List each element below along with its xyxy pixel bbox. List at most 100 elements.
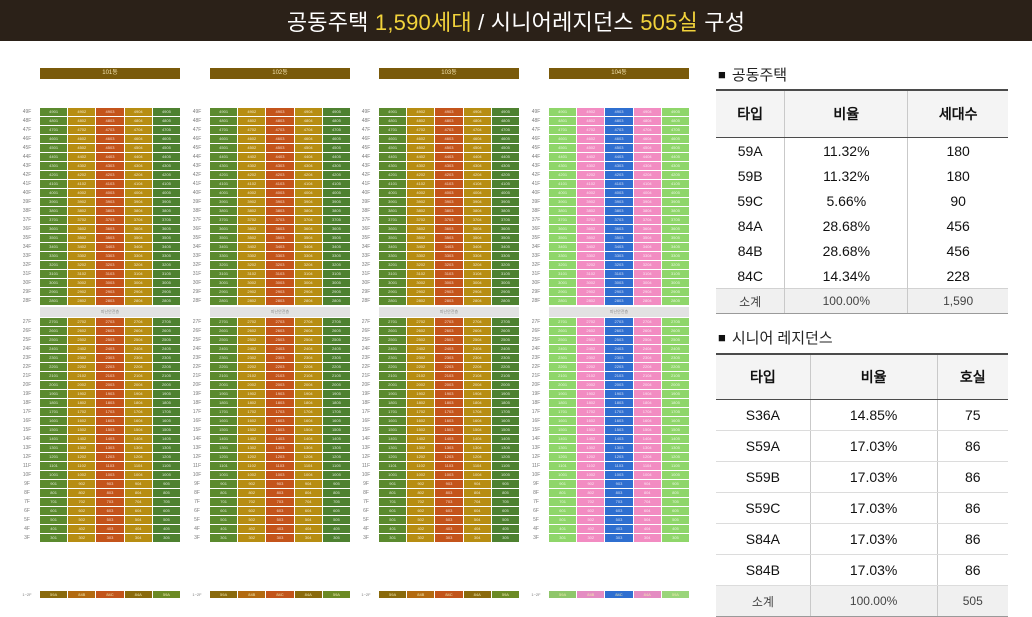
- floor-label: 16F: [22, 418, 32, 424]
- unit-cell: 2002: [407, 381, 435, 389]
- floor-unit-row: 501 502 503 504 505: [549, 516, 690, 524]
- floor-unit-row: 1401 1402 1403 1404 1405: [379, 435, 520, 443]
- unit-cell: 2502: [577, 336, 605, 344]
- unit-cell: 2305: [491, 354, 520, 362]
- unit-cell: 505: [152, 516, 181, 524]
- unit-cell: 4601: [210, 135, 238, 143]
- unit-cell: 2405: [322, 345, 351, 353]
- unit-cell: 804: [633, 489, 661, 497]
- unit-cell: 2905: [661, 288, 690, 296]
- unit-cell: 1104: [294, 462, 322, 470]
- senior-table: 타입 비율 호실 S36A 14.85% 75 S59A 17.03% 86 S59B 1…: [716, 353, 1008, 617]
- unit-cell: 4804: [124, 117, 152, 125]
- floor-unit-row: 4901 4902 4903 4904 4905: [549, 108, 690, 116]
- unit-cell: 2602: [68, 327, 96, 335]
- floor-unit-row: 3801 3802 3803 3804 3805: [40, 207, 181, 215]
- unit-cell: 3205: [661, 261, 690, 269]
- floor-label: 22F: [361, 364, 371, 370]
- unit-cell: 401: [210, 525, 238, 533]
- unit-cell: 1802: [577, 399, 605, 407]
- floor-label: 16F: [361, 418, 371, 424]
- unit-cell: 3002: [238, 279, 266, 287]
- unit-cell: 1802: [407, 399, 435, 407]
- unit-cell: 4803: [266, 117, 294, 125]
- refuge-floor-band: 피난안전층: [379, 307, 519, 317]
- unit-cell: 4702: [577, 126, 605, 134]
- unit-cell: 1505: [661, 426, 690, 434]
- unit-cell: 903: [435, 480, 463, 488]
- unit-cell: 3802: [407, 207, 435, 215]
- unit-cell: 2802: [407, 297, 435, 305]
- unit-cell: 3001: [549, 279, 577, 287]
- unit-cell: 1101: [210, 462, 238, 470]
- unit-cell: 3905: [491, 198, 520, 206]
- table-row: S59B 17.03% 86: [716, 461, 1008, 493]
- floor-label: 29F: [22, 289, 32, 295]
- floor-label: 47F: [531, 127, 541, 133]
- unit-cell: 3901: [210, 198, 238, 206]
- ratio-cell: 28.68%: [784, 213, 909, 238]
- unit-cell: 2105: [322, 372, 351, 380]
- floor-label: 27F: [361, 319, 371, 325]
- unit-cell: 3001: [40, 279, 68, 287]
- floor-unit-row: 3301 3302 3303 3304 3305: [379, 252, 520, 260]
- unit-cell: 801: [549, 489, 577, 497]
- floor-unit-row: 701 702 703 704 705: [549, 498, 690, 506]
- unit-cell: 3501: [210, 234, 238, 242]
- unit-cell: 3303: [266, 252, 294, 260]
- floor-unit-row: 1601 1602 1603 1604 1605: [379, 417, 520, 425]
- unit-cell: 3302: [68, 252, 96, 260]
- unit-cell: 2801: [40, 297, 68, 305]
- floor-unit-row: 3101 3102 3103 3104 3105: [40, 270, 181, 278]
- floor-label: 36F: [22, 226, 32, 232]
- unit-cell: 3101: [549, 270, 577, 278]
- subtotal-row: 소계 100.00% 1,590: [716, 288, 1008, 314]
- floor-unit-row: 4201 4202 4203 4204 4205: [549, 171, 690, 179]
- unit-cell: 602: [68, 507, 96, 515]
- floor-unit-row: 4301 4302 4303 4304 4305: [549, 162, 690, 170]
- unit-cell: 3905: [322, 198, 351, 206]
- floor-label: 47F: [22, 127, 32, 133]
- unit-cell: 4705: [322, 126, 351, 134]
- unit-cell: 1005: [322, 471, 351, 479]
- ratio-cell: 17.03%: [809, 554, 938, 586]
- unit-cell: 4604: [124, 135, 152, 143]
- floor-unit-row: 3201 3202 3203 3204 3205: [40, 261, 181, 269]
- unit-cell: 3101: [40, 270, 68, 278]
- floor-label: 8F: [363, 490, 369, 496]
- unit-cell: 2705: [152, 318, 181, 326]
- unit-cell: 2303: [605, 354, 633, 362]
- unit-cell: 4901: [379, 108, 407, 116]
- unit-cell: 2404: [633, 345, 661, 353]
- building-block: 102동 49F 4901 4902 4903 4904 4905 48F 4801 4802 48…: [188, 62, 353, 602]
- unit-cell: 3205: [152, 261, 181, 269]
- unit-cell: 1503: [266, 426, 294, 434]
- unit-cell: 2104: [633, 372, 661, 380]
- unit-cell: 2605: [322, 327, 351, 335]
- senior-table-header: 타입 비율 호실: [716, 353, 1008, 400]
- unit-cell: 4302: [238, 162, 266, 170]
- unit-cell: 3303: [96, 252, 124, 260]
- unit-cell: 4005: [322, 189, 351, 197]
- unit-cell: 2404: [294, 345, 322, 353]
- base-unit-cell: 84B: [577, 591, 605, 598]
- unit-cell: 601: [210, 507, 238, 515]
- unit-cell: 1004: [124, 471, 152, 479]
- floor-label: 24F: [531, 346, 541, 352]
- unit-cell: 1904: [463, 390, 491, 398]
- unit-cell: 1603: [266, 417, 294, 425]
- unit-cell: 3605: [491, 225, 520, 233]
- unit-cell: 2102: [577, 372, 605, 380]
- unit-cell: 3203: [605, 261, 633, 269]
- refuge-floor-band: 피난안전층: [40, 307, 180, 317]
- unit-cell: 3203: [96, 261, 124, 269]
- unit-cell: 2001: [549, 381, 577, 389]
- floor-label: 11F: [361, 463, 371, 469]
- floor-unit-row: 401 402 403 404 405: [379, 525, 520, 533]
- unit-cell: 2802: [238, 297, 266, 305]
- unit-cell: 2602: [407, 327, 435, 335]
- unit-cell: 3103: [96, 270, 124, 278]
- unit-cell: 1202: [407, 453, 435, 461]
- base-unit-row: 59A 84B 84C 84A 59A: [40, 591, 181, 598]
- unit-cell: 1703: [266, 408, 294, 416]
